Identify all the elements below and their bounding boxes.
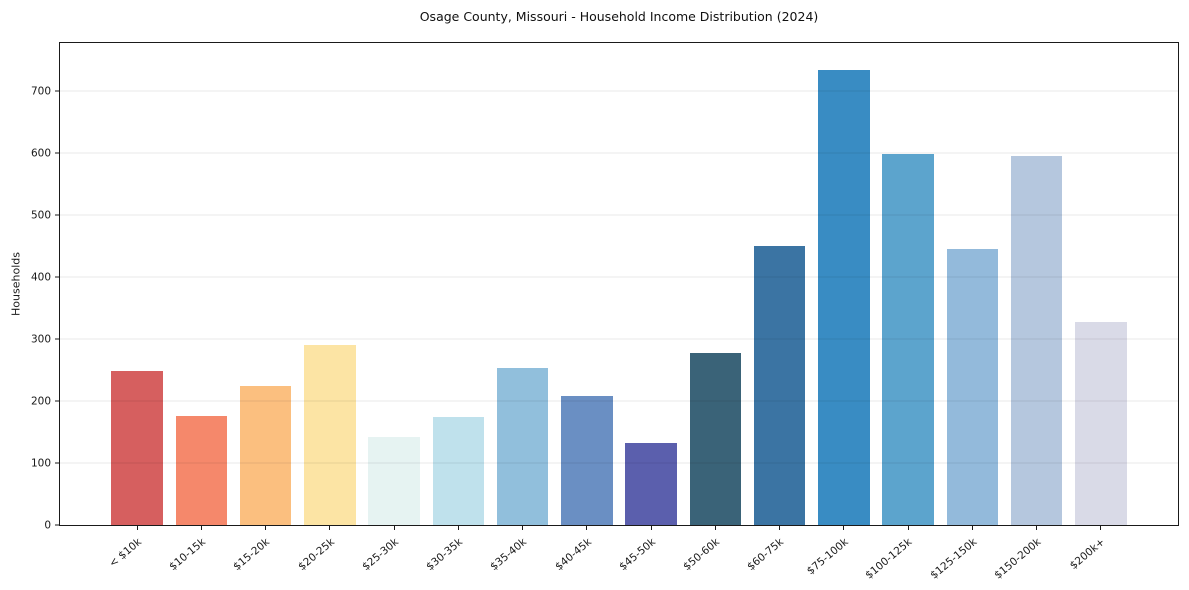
bar-125-150k[interactable] bbox=[946, 249, 999, 525]
y-tick-label-500: 500 bbox=[30, 208, 51, 221]
x-tick-10 bbox=[779, 525, 781, 530]
x-tick-label-14: $150-200k bbox=[992, 536, 1044, 582]
bar-10k[interactable] bbox=[111, 371, 163, 525]
bar-15-20k[interactable] bbox=[239, 385, 292, 525]
bar-slot bbox=[940, 43, 1004, 525]
y-tick-label-700: 700 bbox=[30, 85, 51, 98]
bar-slot bbox=[1005, 43, 1069, 525]
bar-40-45k[interactable] bbox=[561, 396, 613, 525]
x-tick-label-1: $10-15k bbox=[167, 536, 209, 574]
x-tick-label-9: $50-60k bbox=[681, 536, 723, 574]
x-tick-14 bbox=[1036, 525, 1038, 530]
x-tick-15 bbox=[1100, 525, 1102, 530]
bar-slot bbox=[362, 43, 426, 525]
x-tick-label-8: $45-50k bbox=[616, 536, 658, 574]
y-tick-500 bbox=[55, 214, 60, 216]
x-tick-5 bbox=[457, 525, 459, 530]
x-tick-label-2: $15-20k bbox=[231, 536, 273, 574]
x-tick-label-6: $35-40k bbox=[488, 536, 530, 574]
chart-title: Osage County, Missouri - Household Incom… bbox=[419, 9, 819, 24]
y-tick-400 bbox=[55, 276, 60, 278]
bar-200k+[interactable] bbox=[1075, 321, 1127, 525]
y-tick-label-300: 300 bbox=[30, 332, 51, 345]
bar-slot bbox=[555, 43, 619, 525]
y-tick-200 bbox=[55, 400, 60, 402]
y-tick-label-100: 100 bbox=[30, 456, 51, 469]
bar-20-25k[interactable] bbox=[304, 344, 356, 525]
bar-slot bbox=[105, 43, 169, 525]
x-tick-label-7: $40-45k bbox=[552, 536, 594, 574]
bar-slot bbox=[748, 43, 812, 525]
bar-slot bbox=[619, 43, 683, 525]
bar-slot bbox=[426, 43, 490, 525]
x-tick-label-11: $75-100k bbox=[804, 536, 851, 578]
plot-area: 0 100 200 300 400 500 600 700 bbox=[31, 42, 1179, 530]
x-tick-label-15: $200k+ bbox=[1068, 536, 1108, 572]
x-tick-13 bbox=[971, 525, 973, 530]
x-tick-2 bbox=[265, 525, 267, 530]
x-tick-label-3: $20-25k bbox=[295, 536, 337, 574]
bar-25-30k[interactable] bbox=[368, 437, 420, 525]
bar-slot bbox=[683, 43, 747, 525]
x-tick-label-5: $30-35k bbox=[424, 536, 466, 574]
bar-45-50k[interactable] bbox=[625, 443, 677, 525]
x-tick-4 bbox=[393, 525, 395, 530]
bar-35-40k[interactable] bbox=[496, 368, 549, 525]
x-tick-7 bbox=[586, 525, 588, 530]
y-tick-label-0: 0 bbox=[44, 518, 51, 531]
bar-slot bbox=[234, 43, 298, 525]
x-tick-12 bbox=[907, 525, 909, 530]
x-axis-labels: < $10k $10-15k $15-20k $20-25k $25-30k $30-35… bbox=[59, 536, 1179, 590]
bar-60-75k[interactable] bbox=[753, 246, 806, 525]
x-tick-label-4: $25-30k bbox=[359, 536, 401, 574]
x-tick-8 bbox=[650, 525, 652, 530]
y-tick-label-400: 400 bbox=[30, 270, 51, 283]
x-tick-label-13: $125-150k bbox=[927, 536, 980, 582]
x-tick-1 bbox=[200, 525, 202, 530]
bar-50-60k[interactable] bbox=[689, 353, 742, 525]
x-tick-11 bbox=[843, 525, 845, 530]
bar-slot bbox=[812, 43, 876, 525]
x-tick-6 bbox=[522, 525, 524, 530]
bar-30-35k[interactable] bbox=[432, 417, 485, 525]
x-tick-label-10: $60-75k bbox=[745, 536, 787, 574]
y-tick-0 bbox=[55, 524, 60, 526]
bar-slot bbox=[491, 43, 555, 525]
bar-slot bbox=[876, 43, 940, 525]
x-tick-0 bbox=[136, 525, 138, 530]
y-tick-600 bbox=[55, 152, 60, 154]
y-tick-300 bbox=[55, 338, 60, 340]
bar-slot bbox=[169, 43, 233, 525]
bar-slot bbox=[1069, 43, 1133, 525]
bar-100-125k[interactable] bbox=[882, 153, 934, 525]
x-tick-label-0: < $10k bbox=[106, 536, 144, 570]
y-axis-label: Households bbox=[9, 252, 23, 316]
y-tick-label-200: 200 bbox=[30, 394, 51, 407]
x-tick-3 bbox=[329, 525, 331, 530]
y-tick-label-600: 600 bbox=[30, 147, 51, 160]
bar-150-200k[interactable] bbox=[1010, 155, 1063, 525]
bar-10-15k[interactable] bbox=[175, 415, 228, 525]
y-tick-100 bbox=[55, 462, 60, 464]
bar-75-100k[interactable] bbox=[818, 69, 870, 525]
y-tick-700 bbox=[55, 90, 60, 92]
x-tick-9 bbox=[714, 525, 716, 530]
bar-slot bbox=[298, 43, 362, 525]
bars-band bbox=[105, 43, 1133, 525]
x-tick-label-12: $100-125k bbox=[863, 536, 915, 582]
